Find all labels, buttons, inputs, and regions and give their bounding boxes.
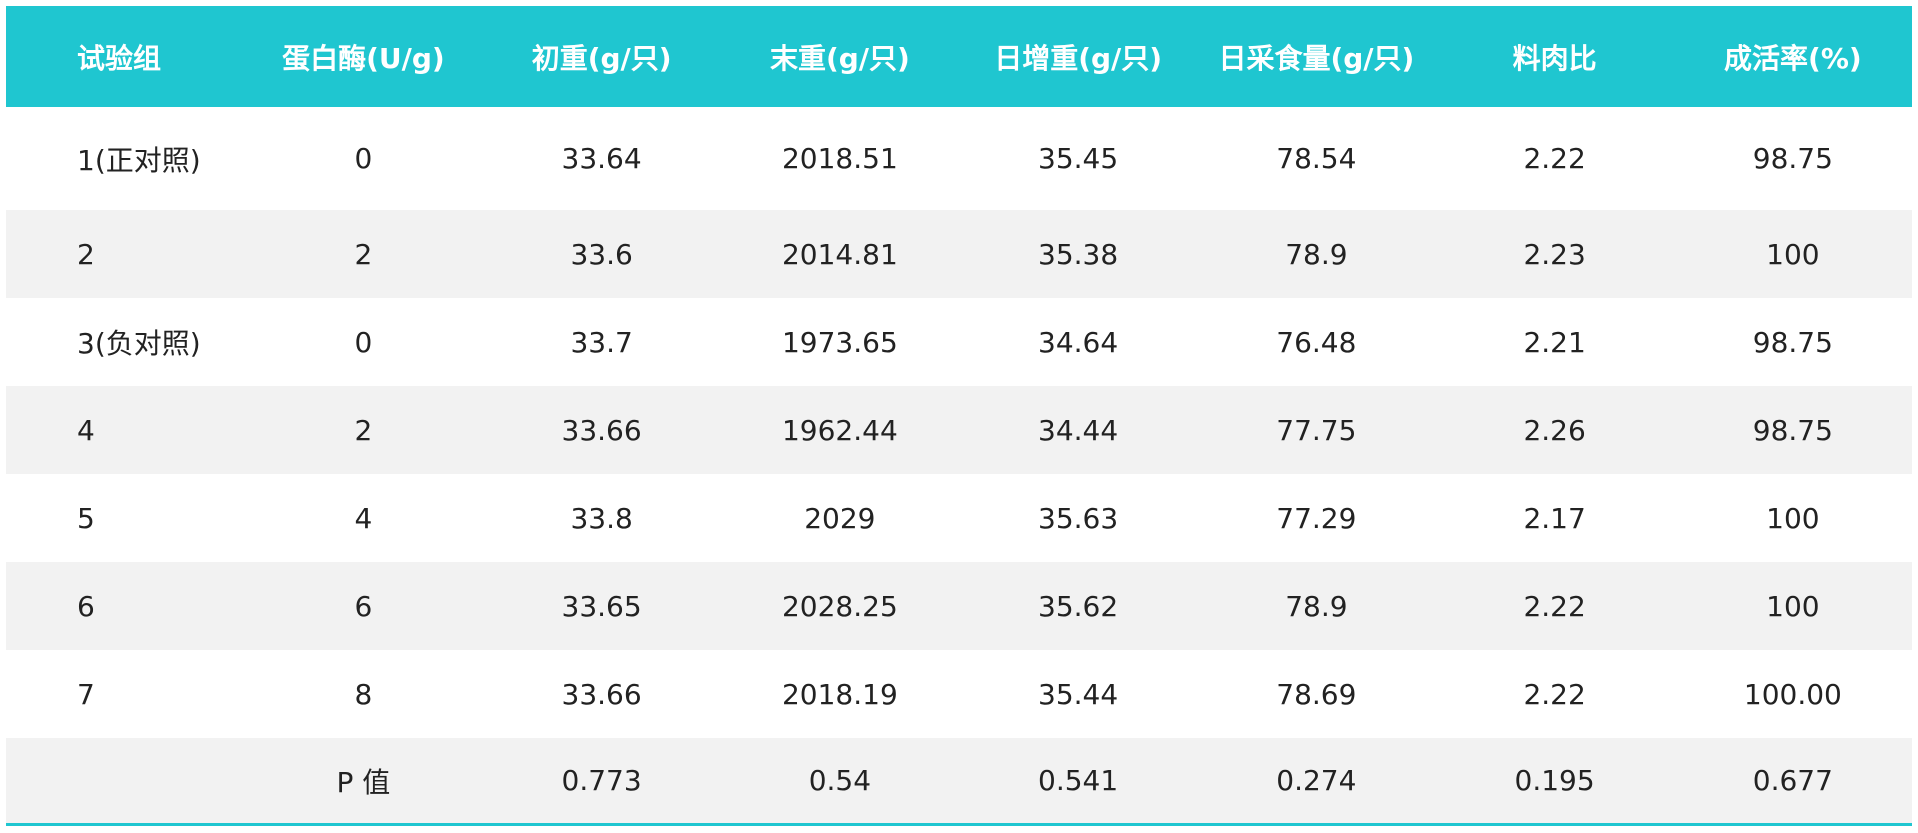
- header-row: 试验组 蛋白酶(U/g) 初重(g/只) 末重(g/只) 日增重(g/只) 日采食量(g/…: [6, 6, 1912, 107]
- table-cell: 4: [354, 501, 373, 535]
- header-cell: 末重(g/只): [720, 6, 959, 107]
- table-cell: 35.45: [1038, 142, 1119, 175]
- table-cell: 33.7: [570, 325, 633, 359]
- table-cell: 5: [77, 501, 95, 535]
- table-row: 2 2 33.6 2014.81 35.38 78.9 2.23 100: [6, 210, 1912, 298]
- table-cell: 0.541: [959, 738, 1198, 825]
- table-cell: 0.195: [1435, 738, 1674, 825]
- table-cell: 33.65: [482, 562, 721, 650]
- header-cell: 初重(g/只): [482, 6, 721, 107]
- table-cell: 100: [1673, 210, 1912, 298]
- table-cell: 2014.81: [720, 210, 959, 298]
- header-cell: 料肉比: [1435, 6, 1674, 107]
- table-cell: 6: [6, 562, 245, 650]
- table-cell: 7: [77, 677, 95, 711]
- header-cell: 试验组: [6, 6, 245, 107]
- table-cell: 78.69: [1276, 677, 1357, 711]
- table-cell: 2: [244, 210, 483, 298]
- table-cell: 4: [6, 386, 245, 474]
- table-cell: 0: [354, 142, 373, 175]
- table-cell: 2.17: [1523, 501, 1586, 535]
- table-cell: 78.9: [1197, 210, 1436, 298]
- table-cell: 2028.25: [720, 562, 959, 650]
- table-row: P 值 0.773 0.54 0.541 0.274 0.195 0.677: [6, 738, 1912, 825]
- table-row: 6 6 33.65 2028.25 35.62 78.9 2.22 100: [6, 562, 1912, 650]
- table-cell: 2.21: [1523, 325, 1586, 359]
- table-cell: 77.29: [1276, 501, 1357, 535]
- table-cell: 2018.51: [781, 142, 898, 175]
- table-cell: 0.677: [1673, 738, 1912, 825]
- table-cell: 1962.44: [720, 386, 959, 474]
- table-cell: 2.26: [1435, 386, 1674, 474]
- header-cell: 日增重(g/只): [959, 6, 1198, 107]
- table-cell: 2.23: [1435, 210, 1674, 298]
- table-cell: 0.54: [720, 738, 959, 825]
- header-cell: 成活率(%): [1673, 6, 1912, 107]
- table-cell: 33.64: [561, 142, 642, 175]
- table-row: 7 8 33.66 2018.19 35.44 78.69 2.22 100.00: [6, 650, 1912, 738]
- table-cell: 98.75: [1752, 325, 1833, 359]
- table-cell: 6: [244, 562, 483, 650]
- table-cell: 2.22: [1435, 562, 1674, 650]
- table-body: 1(正对照) 0 33.64 2018.51 35.45 78.54 2.22 98.75 2 2…: [6, 107, 1912, 825]
- table-cell: 78.9: [1197, 562, 1436, 650]
- table-cell: P 值: [244, 738, 483, 825]
- table-cell: 35.62: [959, 562, 1198, 650]
- table-cell: 3(负对照): [77, 327, 201, 360]
- table-cell: 1973.65: [781, 325, 898, 359]
- table-cell: 100: [1673, 562, 1912, 650]
- table-cell: 100.00: [1743, 677, 1842, 711]
- table-row: 4 2 33.66 1962.44 34.44 77.75 2.26 98.75: [6, 386, 1912, 474]
- table-cell: 98.75: [1752, 142, 1833, 175]
- table-row: 5 4 33.8 2029 35.63 77.29 2.17 100: [6, 474, 1912, 562]
- table-cell: 33.66: [561, 677, 642, 711]
- header-cell: 日采食量(g/只): [1197, 6, 1436, 107]
- header-cell: 蛋白酶(U/g): [244, 6, 483, 107]
- table-header: 试验组 蛋白酶(U/g) 初重(g/只) 末重(g/只) 日增重(g/只) 日采食量(g/…: [6, 6, 1912, 107]
- table-cell: 0.773: [482, 738, 721, 825]
- table-cell: 8: [354, 677, 373, 711]
- table-cell: 33.66: [482, 386, 721, 474]
- table-cell: 33.6: [482, 210, 721, 298]
- table-cell: 34.44: [959, 386, 1198, 474]
- table-cell: 35.38: [959, 210, 1198, 298]
- table-cell: 34.64: [1038, 325, 1119, 359]
- table-cell: 2: [244, 386, 483, 474]
- table-cell: 2029: [804, 501, 876, 535]
- table-cell: 0: [354, 325, 373, 359]
- table-row: 3(负对照) 0 33.7 1973.65 34.64 76.48 2.21 98.75: [6, 298, 1912, 386]
- table-cell: 100: [1766, 501, 1820, 535]
- table-cell: 2.22: [1523, 142, 1586, 175]
- table-cell: 35.63: [1038, 501, 1119, 535]
- table-cell: 0.274: [1197, 738, 1436, 825]
- table-row: 1(正对照) 0 33.64 2018.51 35.45 78.54 2.22 98.75: [6, 107, 1912, 210]
- table-cell: 2.22: [1523, 677, 1586, 711]
- table-cell: 98.75: [1673, 386, 1912, 474]
- table-cell: [6, 738, 245, 825]
- table-cell: 1(正对照): [77, 143, 201, 177]
- table-cell: 78.54: [1276, 142, 1357, 175]
- table-cell: 33.8: [570, 501, 633, 535]
- table-cell: 2: [6, 210, 245, 298]
- table-cell: 35.44: [1038, 677, 1119, 711]
- table-cell: 76.48: [1276, 325, 1357, 359]
- table-cell: 77.75: [1197, 386, 1436, 474]
- data-table: 试验组 蛋白酶(U/g) 初重(g/只) 末重(g/只) 日增重(g/只) 日采食量(g/…: [6, 6, 1912, 826]
- table-cell: 2018.19: [781, 677, 898, 711]
